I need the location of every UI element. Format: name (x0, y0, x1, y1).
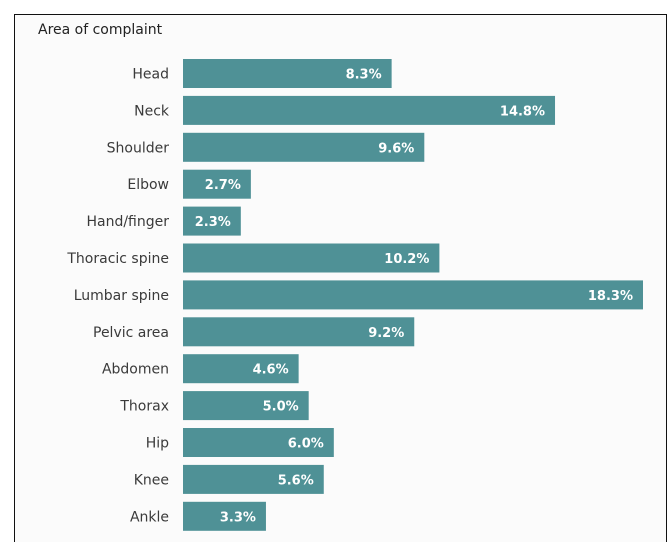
value-label: 5.6% (278, 473, 314, 488)
bar-knee (183, 464, 324, 494)
bar-neck (183, 95, 556, 125)
category-label: Knee (134, 472, 169, 488)
value-label: 18.3% (588, 289, 633, 304)
category-label: Thorax (119, 399, 169, 415)
bar-lumbar-spine (183, 280, 643, 310)
category-label: Abdomen (102, 362, 169, 378)
value-label: 3.3% (220, 510, 256, 525)
bar-hip (183, 428, 334, 457)
value-label: 8.3% (346, 68, 382, 83)
bar-thorax (183, 391, 309, 421)
category-label: Head (132, 67, 169, 83)
bar-thoracic-spine (183, 243, 440, 273)
value-label: 5.0% (263, 400, 299, 415)
bar-hand-finger (183, 206, 241, 236)
value-label: 14.8% (500, 104, 545, 119)
bar-pelvic-area (183, 317, 415, 347)
bar-abdomen (183, 354, 299, 384)
value-label: 4.6% (253, 363, 289, 378)
chart-title: Area of complaint (38, 22, 163, 38)
value-label: 2.3% (195, 215, 231, 230)
value-label: 2.7% (205, 178, 241, 193)
category-label: Elbow (127, 177, 169, 193)
category-label: Pelvic area (93, 325, 169, 341)
bar-ankle (183, 501, 266, 531)
bar-head (183, 59, 392, 88)
value-label: 9.6% (378, 141, 414, 156)
category-label: Thoracic spine (66, 251, 169, 267)
bar-elbow (183, 169, 251, 199)
value-label: 6.0% (288, 437, 324, 452)
category-label: Hand/finger (86, 214, 169, 230)
category-label: Lumbar spine (74, 288, 169, 304)
value-label: 10.2% (384, 252, 429, 267)
category-label: Shoulder (107, 140, 170, 156)
bar-shoulder (183, 132, 425, 162)
category-label: Hip (146, 436, 169, 452)
category-label: Ankle (130, 509, 169, 525)
value-label: 9.2% (368, 326, 404, 341)
category-label: Neck (134, 103, 170, 119)
